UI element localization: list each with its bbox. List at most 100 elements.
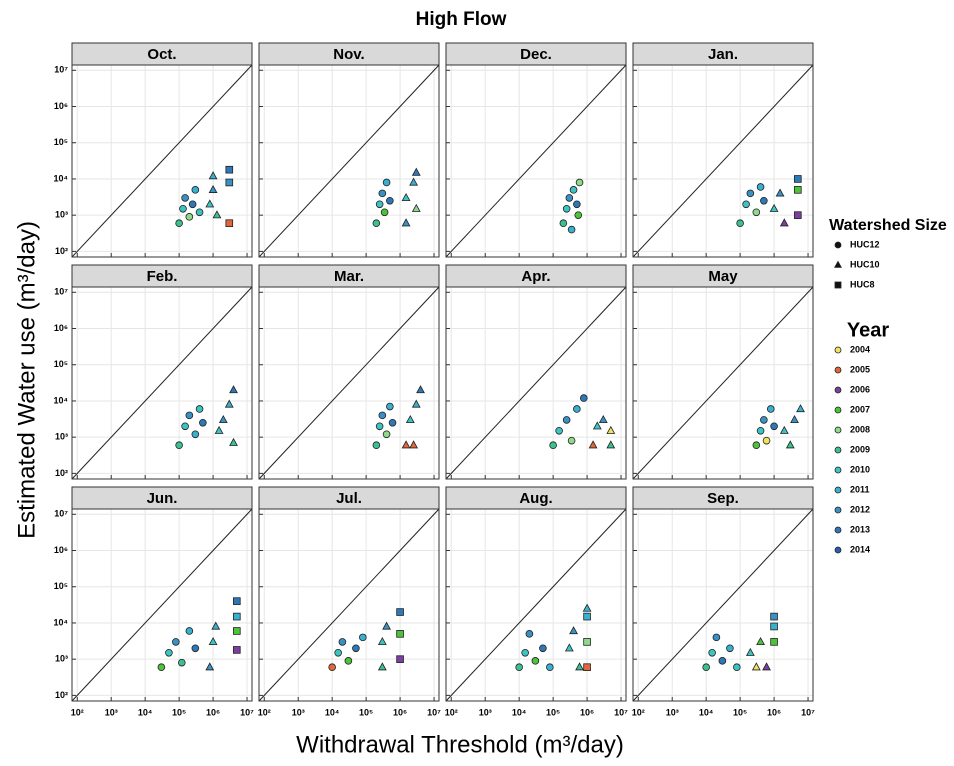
y-axis-label: Estimated Water use (m³/day) bbox=[13, 221, 40, 539]
data-point bbox=[712, 633, 721, 642]
data-point bbox=[746, 189, 755, 198]
data-point bbox=[574, 211, 583, 219]
legend-marker bbox=[834, 241, 842, 249]
x-tick-label: 10³ bbox=[666, 707, 679, 717]
x-tick-label: 10⁴ bbox=[325, 707, 339, 717]
data-point bbox=[178, 658, 186, 667]
x-tick-label: 10⁶ bbox=[393, 707, 407, 717]
data-point bbox=[770, 622, 778, 631]
data-point bbox=[606, 425, 616, 434]
panel-border bbox=[71, 286, 253, 480]
data-point bbox=[188, 200, 197, 209]
x-tick-label: 10⁷ bbox=[801, 707, 815, 717]
data-point bbox=[338, 638, 347, 646]
y-tick-label: 10⁴ bbox=[54, 617, 68, 627]
data-point bbox=[233, 646, 241, 654]
data-point bbox=[405, 414, 415, 424]
data-point bbox=[409, 440, 419, 449]
one-to-one-line bbox=[445, 64, 627, 258]
data-point bbox=[592, 421, 602, 430]
legend-marker bbox=[834, 486, 842, 494]
panel-border bbox=[445, 64, 627, 258]
data-point bbox=[588, 440, 598, 449]
data-point bbox=[191, 430, 200, 439]
data-point bbox=[233, 612, 241, 621]
data-point bbox=[733, 663, 741, 672]
one-to-one-line bbox=[71, 64, 253, 258]
legend-label: 2011 bbox=[850, 484, 870, 494]
data-point bbox=[165, 648, 173, 657]
data-point bbox=[401, 192, 411, 202]
legend-marker bbox=[834, 406, 842, 414]
data-point bbox=[382, 178, 391, 187]
x-tick-label: 10⁵ bbox=[359, 707, 373, 717]
data-point bbox=[770, 422, 778, 431]
data-point bbox=[229, 437, 238, 446]
x-tick-label: 10³ bbox=[479, 707, 492, 717]
panel-title: Mar. bbox=[334, 268, 364, 285]
legend-label: 2007 bbox=[850, 404, 870, 414]
legend-marker bbox=[834, 386, 842, 394]
data-point bbox=[569, 186, 578, 194]
one-to-one-line bbox=[632, 508, 814, 702]
panel-title: Dec. bbox=[520, 46, 552, 63]
chart-title: High Flow bbox=[416, 9, 507, 30]
data-point bbox=[751, 662, 761, 671]
one-to-one-line bbox=[71, 286, 253, 480]
data-point bbox=[334, 648, 342, 657]
y-tick-label: 10⁶ bbox=[54, 101, 68, 111]
y-tick-label: 10⁶ bbox=[54, 323, 68, 333]
data-point bbox=[233, 597, 241, 605]
data-point bbox=[175, 441, 183, 450]
data-point bbox=[752, 208, 761, 217]
data-point bbox=[549, 441, 557, 450]
panel-title: Apr. bbox=[521, 268, 550, 285]
x-tick-label: 10⁶ bbox=[767, 707, 781, 717]
x-tick-label: 10⁴ bbox=[512, 707, 526, 717]
x-tick-label: 10⁵ bbox=[733, 707, 747, 717]
data-point bbox=[388, 418, 397, 427]
legend-marker bbox=[834, 546, 842, 554]
data-point bbox=[382, 430, 391, 439]
x-tick-label: 10⁵ bbox=[546, 707, 560, 717]
data-point bbox=[565, 194, 574, 202]
legend-marker bbox=[834, 366, 842, 374]
panel-border bbox=[71, 508, 253, 702]
x-tick-label: 10² bbox=[71, 707, 84, 717]
panel-border bbox=[632, 64, 814, 258]
one-to-one-line bbox=[258, 508, 440, 702]
legend-marker bbox=[834, 281, 842, 289]
data-point bbox=[380, 208, 389, 217]
data-point bbox=[546, 663, 554, 672]
data-point bbox=[386, 402, 394, 411]
panel-title: Nov. bbox=[333, 46, 364, 63]
data-point bbox=[539, 644, 547, 653]
data-point bbox=[573, 200, 581, 209]
legend-marker bbox=[834, 506, 842, 514]
data-point bbox=[229, 385, 238, 394]
legend-label: 2006 bbox=[850, 384, 870, 394]
data-point bbox=[575, 178, 584, 187]
legend-title: Watershed Size bbox=[829, 217, 947, 234]
data-point bbox=[401, 218, 411, 227]
data-point bbox=[736, 219, 744, 228]
data-point bbox=[770, 638, 778, 646]
panel-title: Sep. bbox=[707, 490, 739, 507]
data-point bbox=[382, 621, 391, 630]
y-tick-label: 10² bbox=[55, 690, 68, 700]
legend-label: 2010 bbox=[850, 464, 870, 474]
data-point bbox=[562, 204, 571, 213]
data-point bbox=[794, 186, 802, 194]
legend-marker bbox=[834, 446, 842, 454]
data-point bbox=[559, 219, 568, 228]
legend-label: 2014 bbox=[850, 544, 870, 554]
one-to-one-line bbox=[258, 286, 440, 480]
data-point bbox=[195, 405, 204, 413]
data-point bbox=[579, 394, 588, 402]
panel-border bbox=[445, 508, 627, 702]
data-point bbox=[779, 425, 789, 434]
data-point bbox=[208, 636, 218, 646]
data-point bbox=[233, 627, 241, 635]
data-point bbox=[181, 422, 189, 431]
